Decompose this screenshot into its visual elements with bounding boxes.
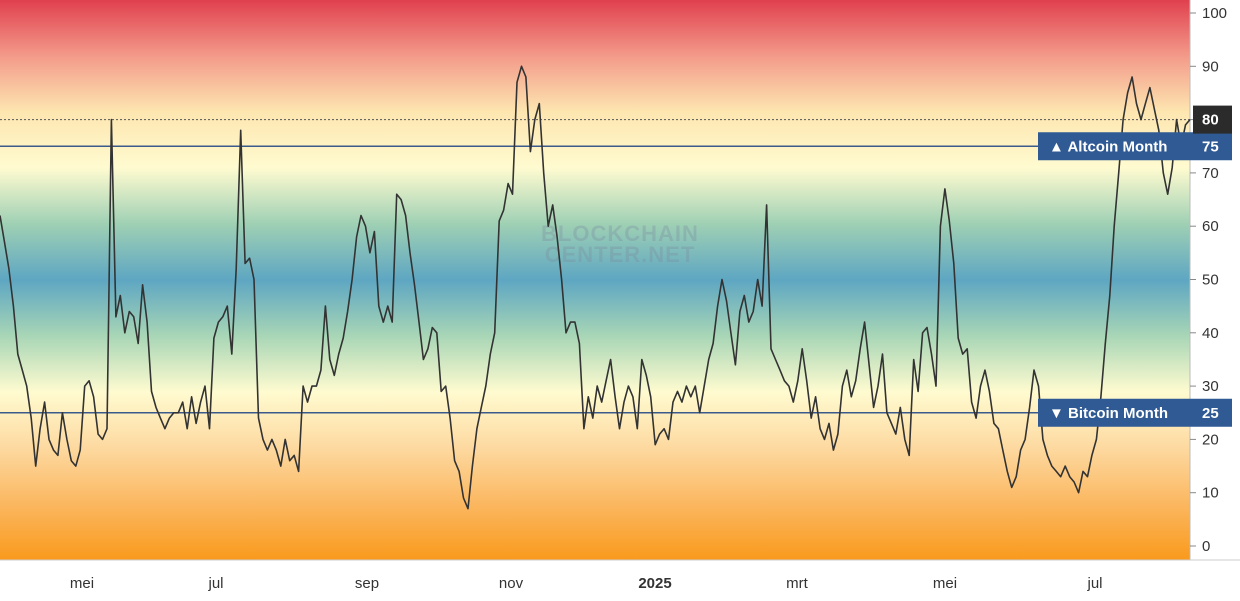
x-axis: mei jul sep nov 2025 mrt mei jul <box>0 559 1240 601</box>
y-tick-label: 10 <box>1202 485 1219 502</box>
tag-label: ▼ Bitcoin Month <box>1049 405 1168 422</box>
y-tick-label: 0 <box>1202 538 1210 555</box>
x-tick-label: mei <box>933 575 957 592</box>
index-series-line <box>0 65 1191 510</box>
current-value-marker: 80 <box>1193 105 1232 134</box>
y-tick-label: 30 <box>1202 378 1219 395</box>
heat-gradient-background <box>0 0 1190 560</box>
x-tick-label: mrt <box>786 575 808 592</box>
x-axis-panel <box>0 560 1240 601</box>
x-tick-label: jul <box>207 575 223 592</box>
y-tick-label: 20 <box>1202 431 1219 448</box>
tag-value: 75 <box>1202 138 1219 155</box>
watermark-line-1: BLOCKCHAIN <box>541 221 699 246</box>
y-axis-panel <box>1191 0 1240 560</box>
current-value-badge <box>1193 105 1232 134</box>
x-tick-label: mei <box>70 575 94 592</box>
y-tick-label: 40 <box>1202 325 1219 342</box>
x-tick-label: 2025 <box>638 575 671 592</box>
threshold-tags: ▲ Altcoin Month 75 ▼ Bitcoin Month 25 <box>1038 132 1232 427</box>
watermark-line-2: CENTER.NET <box>545 242 696 267</box>
bitcoin-month-tag: ▼ Bitcoin Month 25 <box>1038 398 1232 427</box>
y-tick-label: 90 <box>1202 58 1219 75</box>
x-tick-label: sep <box>355 575 379 592</box>
y-tick-label: 50 <box>1202 272 1219 289</box>
tag-background <box>1038 132 1232 161</box>
tag-label: ▲ Altcoin Month <box>1049 138 1167 155</box>
y-axis: 0 10 20 30 40 50 60 70 80 90 100 <box>1189 0 1240 560</box>
altcoin-month-tag: ▲ Altcoin Month 75 <box>1038 132 1232 161</box>
y-tick-label: 60 <box>1202 218 1219 235</box>
y-tick-label: 70 <box>1202 165 1219 182</box>
y-tick-label: 100 <box>1202 5 1227 22</box>
tag-background <box>1038 398 1232 427</box>
watermark: BLOCKCHAIN CENTER.NET <box>541 221 699 267</box>
current-value-label: 80 <box>1202 112 1219 129</box>
x-tick-label: nov <box>499 575 524 592</box>
x-tick-label: jul <box>1086 575 1102 592</box>
tag-value: 25 <box>1202 405 1219 422</box>
